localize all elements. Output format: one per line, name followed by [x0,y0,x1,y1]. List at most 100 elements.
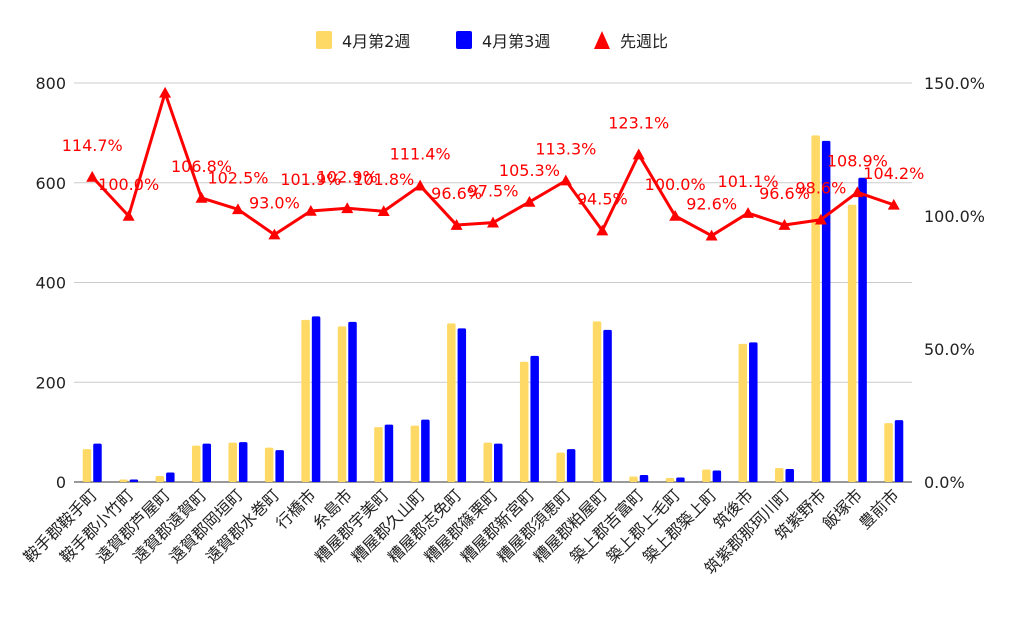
data-label: 102.5% [207,168,268,187]
bar [712,470,722,482]
line-point [887,198,900,210]
data-label: 96.6% [759,184,810,203]
line-point [195,191,208,203]
x-tick-label: 豊前市 [855,485,902,532]
data-label: 97.5% [468,182,519,201]
line-point [414,179,427,191]
line-point [814,213,827,225]
line-markers [86,86,900,241]
line-point [705,229,718,241]
line-point [559,174,572,186]
legend-swatch [594,31,610,49]
data-label: 123.1% [608,114,669,133]
bar [592,321,602,482]
bar [894,420,904,482]
series-bars-1 [93,140,904,483]
bar [202,443,212,482]
bar [238,442,248,482]
data-label: 101.9% [280,170,341,189]
line-point [778,219,791,230]
bar [337,326,347,482]
bar [264,447,274,482]
data-label: 102.9% [317,167,378,186]
bar [82,449,92,482]
bar [119,479,128,482]
data-label: 100.0% [98,175,159,194]
y-left-tick-label: 400 [35,274,66,293]
y-right-tick-label: 100.0% [924,207,985,226]
legend-label: 先週比 [620,32,668,51]
y-left-tick-label: 800 [35,74,66,93]
y-right-tick-label: 50.0% [924,340,975,359]
bar [738,343,748,482]
bar [519,361,529,482]
line-point [632,148,645,160]
bar [676,477,685,482]
line-point [377,205,390,217]
line-point [523,195,536,207]
bar [384,424,394,482]
line-point [341,202,354,214]
bar [639,475,649,482]
bar [603,329,612,482]
bar [301,319,310,482]
line-point [851,186,864,198]
x-tick-label: 飯塚市 [819,485,866,532]
bar [311,316,321,482]
legend-swatch [456,31,472,49]
data-label: 111.4% [390,145,451,164]
line-point [669,210,682,221]
bar [556,452,565,482]
bar [374,427,383,482]
legend-swatch [316,31,332,49]
bar [348,321,357,482]
line-point [159,86,172,98]
line-point [231,203,244,215]
bar [785,469,794,482]
bar [566,449,576,482]
bar [774,468,784,482]
data-label: 108.9% [827,151,888,170]
line-point [304,204,317,216]
bar [494,443,503,482]
data-label: 105.3% [499,161,560,180]
bar [421,419,430,482]
bar [629,476,638,482]
line-point [86,170,99,182]
bar [275,450,284,482]
legend-label: 4月第3週 [482,32,550,51]
bar [155,476,165,482]
data-label: 113.3% [535,140,596,159]
bar [821,140,831,483]
bar [858,177,867,482]
bar [410,425,420,482]
bar [129,479,139,482]
line-point [596,224,609,236]
bar [166,472,175,482]
legend: 4月第2週 4月第3週 先週比 [316,31,668,51]
data-label: 106.8% [171,157,232,176]
bar [884,423,893,482]
bar [749,342,758,482]
bar [93,443,102,482]
line-point [487,216,499,228]
gridlines [74,82,912,483]
data-label: 101.8% [353,170,414,189]
data-label: 94.5% [577,190,628,209]
legend-label: 4月第2週 [342,32,410,51]
x-tick-label: 行橋市 [272,485,319,532]
line-point [122,210,135,221]
data-label: 114.7% [62,136,123,155]
y-left-tick-label: 600 [35,174,66,193]
data-label: 98.6% [795,179,846,198]
line-point [268,228,281,240]
data-label: 104.2% [863,164,924,183]
bar [530,355,539,482]
data-label: 96.6% [431,184,482,203]
bar [702,469,711,482]
bar [665,478,675,482]
data-label: 101.1% [718,172,779,191]
bar [192,445,201,482]
